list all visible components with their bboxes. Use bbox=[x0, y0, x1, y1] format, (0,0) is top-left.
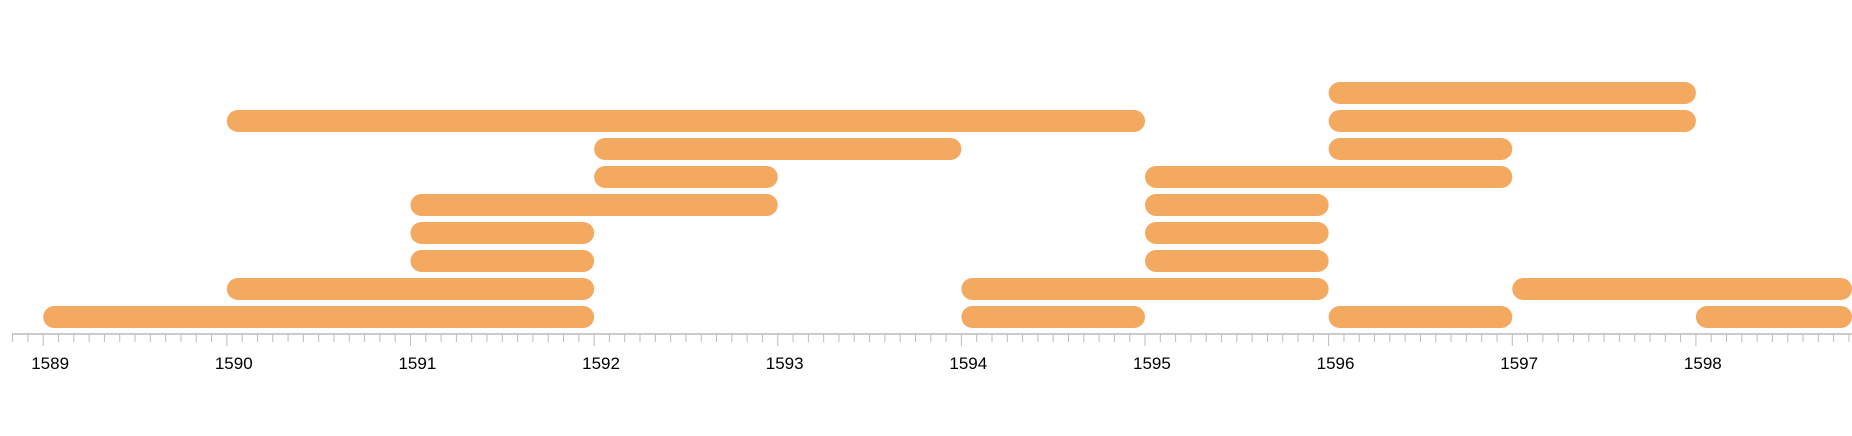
timeline-bar-14 bbox=[1145, 166, 1513, 188]
timeline-bar-1 bbox=[43, 306, 595, 328]
timeline-bar-3 bbox=[410, 250, 595, 272]
timeline-bar-13 bbox=[1145, 194, 1329, 216]
timeline-bar-6 bbox=[594, 166, 778, 188]
x-axis-labels: 1589 1590 1591 1592 1593 1594 1595 1596 1597 1598 bbox=[31, 354, 1722, 373]
timeline-bar-12 bbox=[1145, 222, 1329, 244]
timeline-bar-16 bbox=[1328, 110, 1696, 132]
tick-label-1589: 1589 bbox=[31, 354, 69, 373]
tick-label-1597: 1597 bbox=[1500, 354, 1538, 373]
tick-label-1592: 1592 bbox=[582, 354, 620, 373]
timeline-bar-19 bbox=[1512, 278, 1852, 300]
bars-layer bbox=[43, 82, 1852, 328]
tick-label-1591: 1591 bbox=[398, 354, 436, 373]
timeline-bar-4 bbox=[410, 222, 595, 244]
tick-label-1594: 1594 bbox=[949, 354, 987, 373]
x-axis bbox=[12, 333, 1852, 346]
timeline-bar-5 bbox=[410, 194, 778, 216]
tick-label-1595: 1595 bbox=[1133, 354, 1171, 373]
timeline-bar-7 bbox=[594, 138, 962, 160]
tick-label-1590: 1590 bbox=[215, 354, 253, 373]
tick-label-1598: 1598 bbox=[1684, 354, 1722, 373]
tick-label-1593: 1593 bbox=[766, 354, 804, 373]
timeline-bar-17 bbox=[1328, 82, 1696, 104]
timeline-bar-11 bbox=[1145, 250, 1329, 272]
timeline-bar-20 bbox=[1695, 306, 1852, 328]
timeline-bar-9 bbox=[961, 306, 1146, 328]
timeline-bar-8 bbox=[226, 110, 1146, 132]
tick-label-1596: 1596 bbox=[1317, 354, 1355, 373]
timeline-bar-18 bbox=[1328, 306, 1513, 328]
timeline-bar-15 bbox=[1328, 138, 1513, 160]
timeline-bar-2 bbox=[226, 278, 595, 300]
timeline-bar-10 bbox=[961, 278, 1329, 300]
